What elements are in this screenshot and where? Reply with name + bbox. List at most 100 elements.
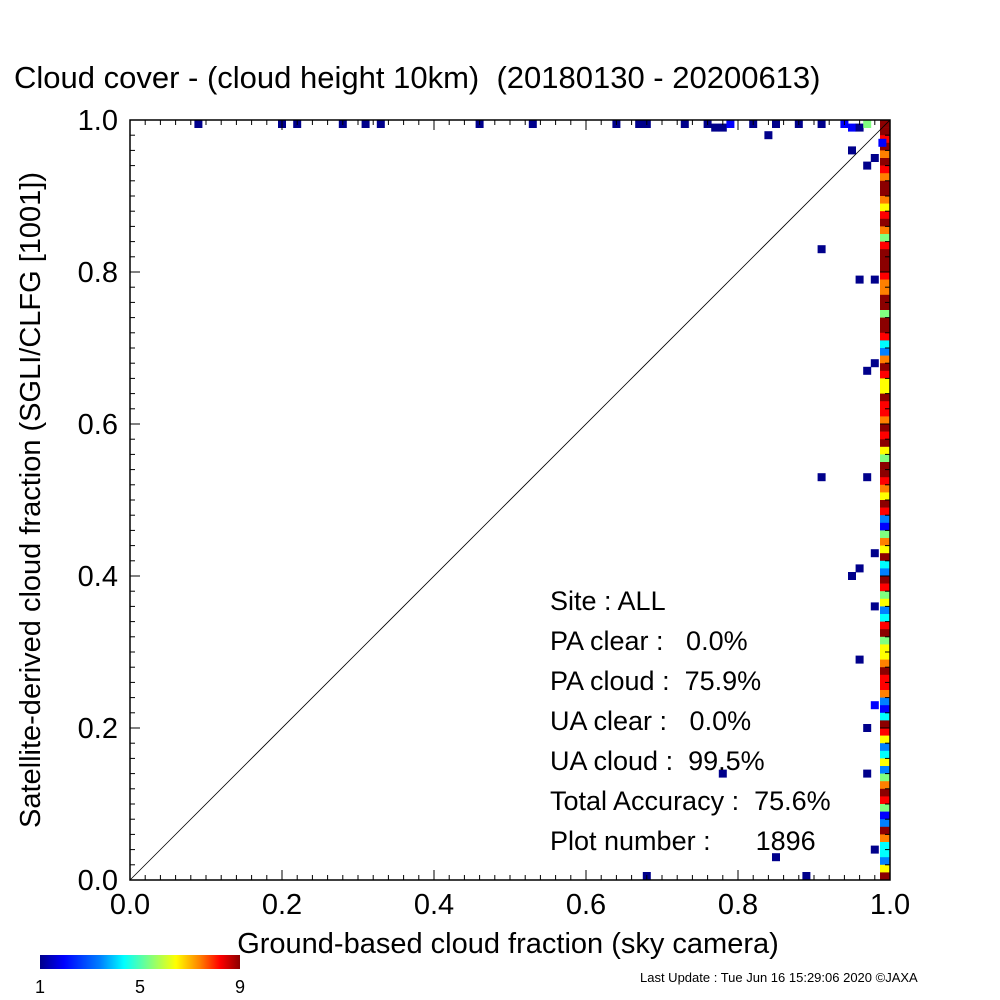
heatmap-cell: [870, 275, 879, 284]
colorbar-gradient: [40, 955, 240, 969]
heatmap-cell: [880, 659, 890, 668]
heatmap-cell: [880, 720, 890, 729]
heatmap-cell: [855, 123, 864, 132]
heatmap-cell: [880, 477, 890, 486]
heatmap-cell: [880, 629, 890, 638]
heatmap-cell: [880, 272, 890, 280]
heatmap-cell: [680, 120, 689, 128]
heatmap-cell: [870, 845, 879, 854]
heatmap-cell: [880, 279, 890, 288]
heatmap-cell: [880, 325, 890, 334]
heatmap-cell: [880, 568, 890, 577]
heatmap-cell: [880, 158, 890, 166]
heatmap-cell: [855, 655, 864, 664]
heatmap-cell: [880, 811, 890, 820]
heatmap-cell: [880, 386, 890, 394]
heatmap-cell: [848, 572, 856, 580]
heatmap-cell: [880, 735, 890, 744]
colorbar: 1 5 9: [35, 955, 245, 997]
heatmap-cell: [772, 853, 780, 862]
colorbar-tick-max: 9: [235, 977, 245, 997]
x-tick-label: 0.4: [414, 889, 454, 921]
heatmap-cell: [880, 431, 890, 440]
heatmap-cell: [880, 256, 890, 265]
heatmap-cell: [880, 834, 890, 843]
x-tick-label: 0.2: [262, 889, 302, 921]
heatmap-cell: [880, 872, 890, 881]
stats-box: Site : ALL PA clear : 0.0% PA cloud : 75…: [550, 586, 831, 856]
stat-pa-cloud: PA cloud : 75.9%: [550, 666, 761, 696]
heatmap-cell: [772, 120, 780, 128]
heatmap-cell: [880, 697, 890, 706]
heatmap-cell: [880, 294, 890, 303]
heatmap-cell: [880, 203, 890, 212]
stat-total-accuracy: Total Accuracy : 75.6%: [550, 786, 831, 816]
heatmap-cell: [880, 530, 890, 539]
heatmap-cell: [878, 138, 887, 147]
heatmap-cell: [880, 317, 890, 326]
colorbar-tick-min: 1: [35, 977, 45, 997]
heatmap-cell: [880, 515, 890, 524]
heatmap-cell: [817, 120, 826, 128]
heatmap-cell: [880, 766, 890, 774]
heatmap-cell: [880, 165, 890, 174]
heatmap-cell: [880, 614, 890, 622]
heatmap-cell: [376, 120, 385, 128]
heatmap-cell: [870, 154, 879, 162]
heatmap-cell: [880, 370, 890, 379]
heatmap-cell: [880, 667, 890, 676]
heatmap-cell: [880, 743, 890, 752]
heatmap-cell: [880, 363, 890, 372]
x-tick-label: 0.8: [718, 889, 758, 921]
heatmap-cell: [880, 690, 890, 698]
heatmap-cell: [880, 849, 890, 858]
data-points: [194, 120, 890, 881]
heatmap-cell: [880, 864, 890, 873]
chart-title: Cloud cover - (cloud height 10km) (20180…: [14, 60, 820, 95]
heatmap-cell: [718, 769, 727, 778]
heatmap-cell: [848, 146, 856, 155]
x-tick-label: 0.6: [566, 889, 606, 921]
heatmap-cell: [880, 796, 890, 805]
heatmap-cell: [880, 484, 890, 493]
heatmap-cell: [863, 473, 872, 482]
heatmap-cell: [880, 226, 890, 235]
heatmap-cell: [870, 701, 879, 710]
heatmap-cell: [880, 507, 890, 516]
heatmap-cell: [880, 416, 890, 425]
heatmap-cell: [855, 275, 864, 284]
heatmap-cell: [848, 123, 856, 132]
heatmap-cell: [880, 310, 890, 318]
heatmap-cell: [880, 598, 890, 607]
last-update-footer: Last Update : Tue Jun 16 15:29:06 2020 ©…: [640, 970, 918, 985]
heatmap-cell: [880, 302, 890, 311]
stat-pa-clear: PA clear : 0.0%: [550, 626, 748, 656]
heatmap-cell: [880, 211, 890, 220]
heatmap-cell: [870, 359, 879, 368]
heatmap-cell: [880, 469, 890, 478]
heatmap-cell: [880, 446, 890, 455]
heatmap-cell: [880, 408, 890, 417]
heatmap-cell: [361, 120, 370, 128]
x-axis: 0.0 0.2 0.4 0.6 0.8 1.0: [110, 120, 910, 921]
y-tick-label: 1.0: [78, 105, 118, 137]
heatmap-cell: [880, 492, 890, 501]
heatmap-cell: [880, 553, 890, 562]
heatmap-cell: [880, 355, 890, 364]
heatmap-cell: [880, 401, 890, 410]
heatmap-cell: [880, 500, 890, 508]
heatmap-cell: [880, 196, 890, 204]
x-axis-label: Ground-based cloud fraction (sky camera): [237, 928, 779, 960]
heatmap-cell: [635, 120, 644, 128]
heatmap-cell: [880, 804, 890, 812]
stat-plot-number: Plot number : 1896: [550, 826, 816, 856]
heatmap-cell: [870, 602, 879, 611]
heatmap-cell: [880, 287, 890, 296]
heatmap-cell: [880, 705, 890, 714]
heatmap-cell: [764, 131, 773, 140]
heatmap-cell: [880, 439, 890, 448]
heatmap-cell: [880, 576, 890, 584]
heatmap-cell: [855, 564, 864, 573]
heatmap-cell: [880, 644, 890, 653]
